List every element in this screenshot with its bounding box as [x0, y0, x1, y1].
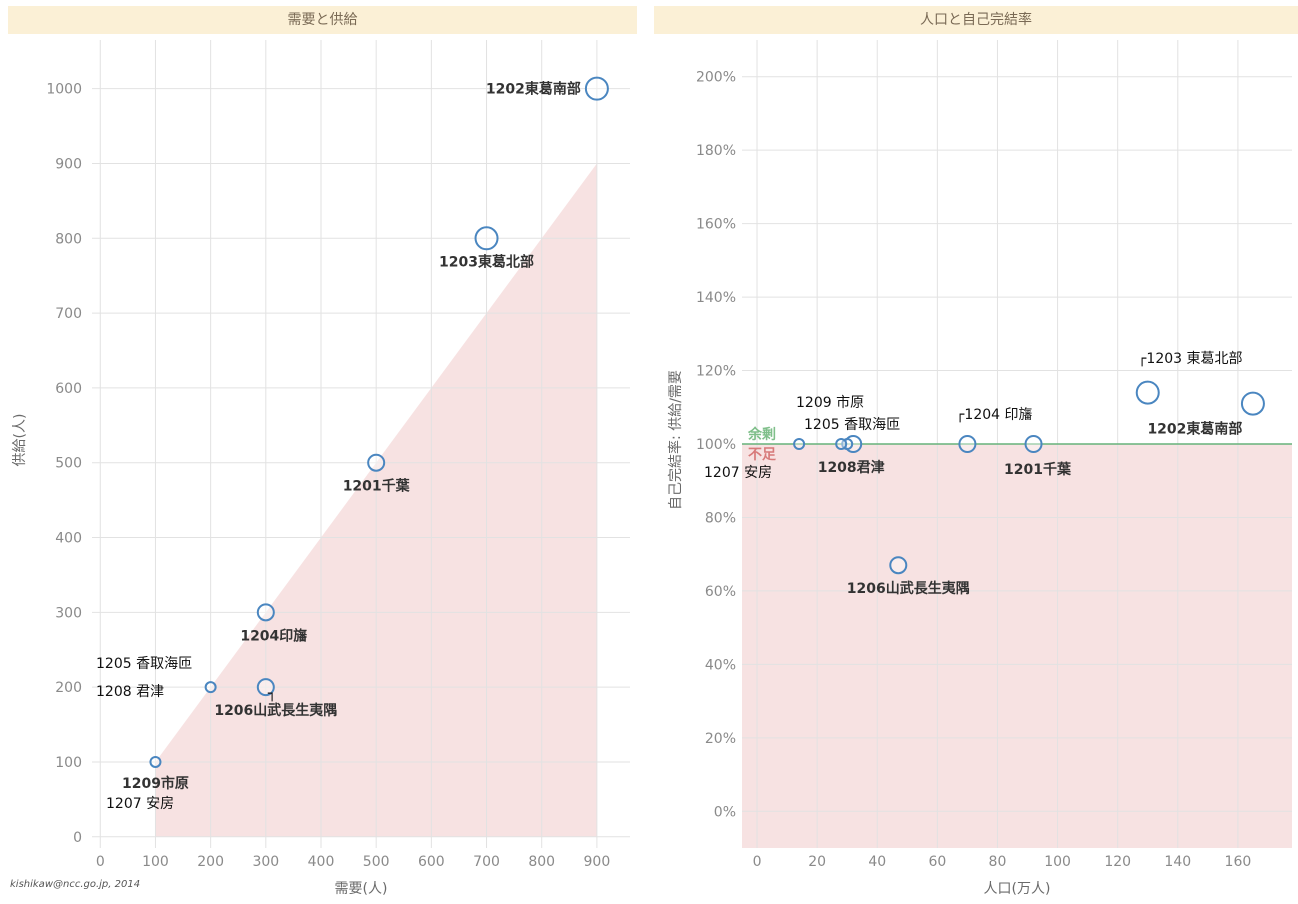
left-x-tick-label: 900 — [584, 854, 611, 870]
right-scatter-point — [793, 438, 806, 450]
left-x-tick-label: 300 — [252, 854, 279, 870]
left-scatter-point — [204, 681, 217, 694]
right-y-axis-label: 自己完結率: 供給/需要 — [667, 370, 684, 510]
right-x-tick-label: 40 — [868, 854, 886, 870]
right-y-tick-label: 180% — [696, 143, 736, 159]
right-deficit-label: 不足 — [748, 447, 777, 463]
left-y-tick-label: 400 — [55, 531, 82, 547]
left-x-tick-label: 600 — [418, 854, 445, 870]
left-y-tick-label: 700 — [55, 306, 82, 322]
right-annotation: 1209 市原 — [796, 394, 864, 411]
left-y-tick-label: 0 — [73, 830, 82, 846]
right-y-tick-label: 80% — [705, 510, 736, 526]
right-annotation: 1205 香取海匝 — [804, 417, 900, 433]
right-scatter-point — [835, 438, 848, 450]
right-scatter-point — [958, 435, 977, 453]
left-point-label: 1206山武長生夷隅 — [214, 702, 337, 719]
left-y-tick-label: 800 — [55, 231, 82, 247]
credit-text: kishikaw@ncc.go.jp, 2014 — [10, 879, 141, 890]
right-y-tick-label: 160% — [696, 217, 736, 233]
left-scatter-point — [367, 453, 386, 472]
left-chart-title: 需要と供給 — [8, 6, 637, 34]
left-x-tick-label: 500 — [363, 854, 390, 870]
right-y-tick-label: 120% — [696, 364, 736, 380]
left-point-label: 1202東葛南部 — [486, 81, 581, 98]
left-y-tick-label: 600 — [55, 381, 82, 397]
right-point-label: 1208君津 — [818, 459, 885, 476]
right-annotation: ┌1203 東葛北部 — [1138, 351, 1243, 367]
left-annotation: 1208 君津 — [96, 684, 164, 700]
right-x-axis-label: 人口(万人) — [984, 881, 1051, 897]
left-y-tick-label: 300 — [55, 605, 82, 621]
right-x-tick-label: 60 — [928, 854, 946, 870]
left-annotation: 1207 安房 — [106, 796, 174, 812]
right-x-tick-label: 100 — [1044, 854, 1071, 870]
left-scatter-point — [584, 76, 609, 101]
left-x-tick-label: 700 — [473, 854, 500, 870]
right-x-tick-label: 80 — [989, 854, 1007, 870]
right-point-label: 1206山武長生夷隅 — [847, 580, 970, 597]
left-annotation: 1205 香取海匝 — [96, 656, 192, 672]
right-x-tick-label: 120 — [1104, 854, 1131, 870]
right-y-tick-label: 200% — [696, 70, 736, 86]
right-scatter-point — [1135, 380, 1160, 405]
left-point-label: 1204印旛 — [240, 627, 307, 644]
right-x-tick-label: 20 — [808, 854, 826, 870]
left-scatter-point — [474, 226, 499, 251]
left-y-tick-label: 1000 — [46, 82, 82, 98]
right-chart-title: 人口と自己完結率 — [654, 6, 1298, 34]
left-annotation: ┐ — [268, 686, 276, 702]
right-point-label: 1202東葛南部 — [1147, 421, 1242, 438]
left-y-tick-label: 500 — [55, 456, 82, 472]
left-x-axis-label: 需要(人) — [335, 881, 388, 897]
right-y-tick-label: 40% — [705, 657, 736, 673]
right-y-tick-label: 0% — [714, 804, 736, 820]
left-point-label: 1201千葉 — [343, 478, 411, 495]
left-x-tick-label: 100 — [142, 854, 169, 870]
right-deficit-region — [742, 444, 1292, 848]
right-scatter-point — [1024, 435, 1043, 453]
left-scatter-point — [149, 755, 162, 768]
right-y-tick-label: 20% — [705, 731, 736, 747]
right-y-tick-label: 60% — [705, 584, 736, 600]
left-y-tick-label: 200 — [55, 680, 82, 696]
right-scatter-point — [1240, 391, 1265, 416]
right-y-tick-label: 100% — [696, 437, 736, 453]
left-point-label: 1203東葛北部 — [439, 253, 534, 270]
right-x-tick-label: 0 — [753, 854, 762, 870]
right-annotation: 1207 安房 — [704, 465, 772, 481]
left-y-tick-label: 100 — [55, 755, 82, 771]
left-y-axis-label: 供給(人) — [12, 414, 28, 467]
left-y-tick-label: 900 — [55, 156, 82, 172]
right-surplus-label: 余剰 — [747, 426, 776, 443]
left-x-tick-label: 200 — [197, 854, 224, 870]
left-point-label: 1209市原 — [122, 775, 189, 792]
right-annotation: ┌1204 印旛 — [956, 407, 1033, 423]
right-x-tick-label: 160 — [1225, 854, 1252, 870]
left-x-tick-label: 400 — [308, 854, 335, 870]
left-scatter-point — [256, 678, 275, 697]
left-x-tick-label: 0 — [96, 854, 105, 870]
right-y-tick-label: 140% — [696, 290, 736, 306]
left-scatter-point — [256, 603, 275, 622]
right-point-label: 1201千葉 — [1004, 461, 1072, 478]
right-x-tick-label: 140 — [1164, 854, 1191, 870]
left-x-tick-label: 800 — [528, 854, 555, 870]
right-scatter-point — [889, 556, 908, 575]
